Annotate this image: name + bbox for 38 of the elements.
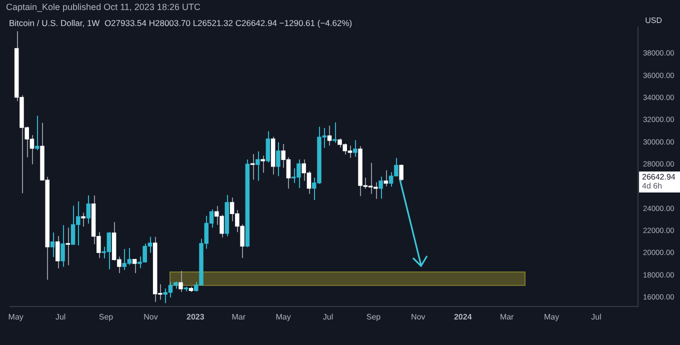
y-axis-title: USD	[645, 16, 662, 25]
chart-title: Bitcoin / U.S. Dollar, 1W	[9, 18, 100, 28]
candlestick	[384, 170, 388, 187]
x-tick-label: May	[544, 312, 560, 322]
candlestick	[132, 258, 137, 274]
x-tick-label: 2023	[186, 312, 205, 322]
candlestick	[256, 150, 260, 182]
text: 4d 6h	[642, 182, 662, 191]
candlestick	[332, 122, 337, 144]
x-tick-label: May	[276, 312, 291, 322]
x-tick-label: Mar	[500, 312, 514, 322]
candlestick	[276, 142, 280, 177]
chart-subtitle: O27933.54 H28003.70 L26521.32 C26642.94 −1290.61 (−4.62%)	[104, 18, 352, 28]
candlestick	[56, 235, 60, 269]
text: 26642.94	[642, 172, 676, 182]
candlestick	[60, 224, 65, 268]
x-tick-label: Nov	[411, 312, 426, 322]
candlestick	[86, 194, 91, 224]
text: Captain_Kole published Oct 11, 2023 18:26 UTC	[6, 2, 200, 12]
candlestick	[266, 130, 270, 164]
x-tick-label: Jul	[55, 312, 66, 322]
x-tick-label: 2024	[454, 312, 472, 322]
candlestick	[353, 140, 358, 158]
x-tick-label: Jul	[322, 312, 334, 322]
x-tick-label: Mar	[232, 312, 246, 322]
x-tick-label: Jul	[591, 312, 602, 322]
candlestick	[260, 155, 265, 174]
x-tick-label: Sep	[366, 312, 382, 322]
candlestick	[50, 232, 55, 258]
candlestick	[327, 125, 332, 146]
candlestick	[378, 176, 383, 200]
candlestick	[66, 227, 70, 266]
candlestick	[81, 212, 86, 228]
candlestick	[399, 164, 404, 182]
x-tick-label: Nov	[144, 312, 158, 322]
x-tick-label: May	[8, 312, 24, 322]
candlestick	[178, 270, 183, 292]
x-tick-label: Sep	[98, 312, 114, 322]
